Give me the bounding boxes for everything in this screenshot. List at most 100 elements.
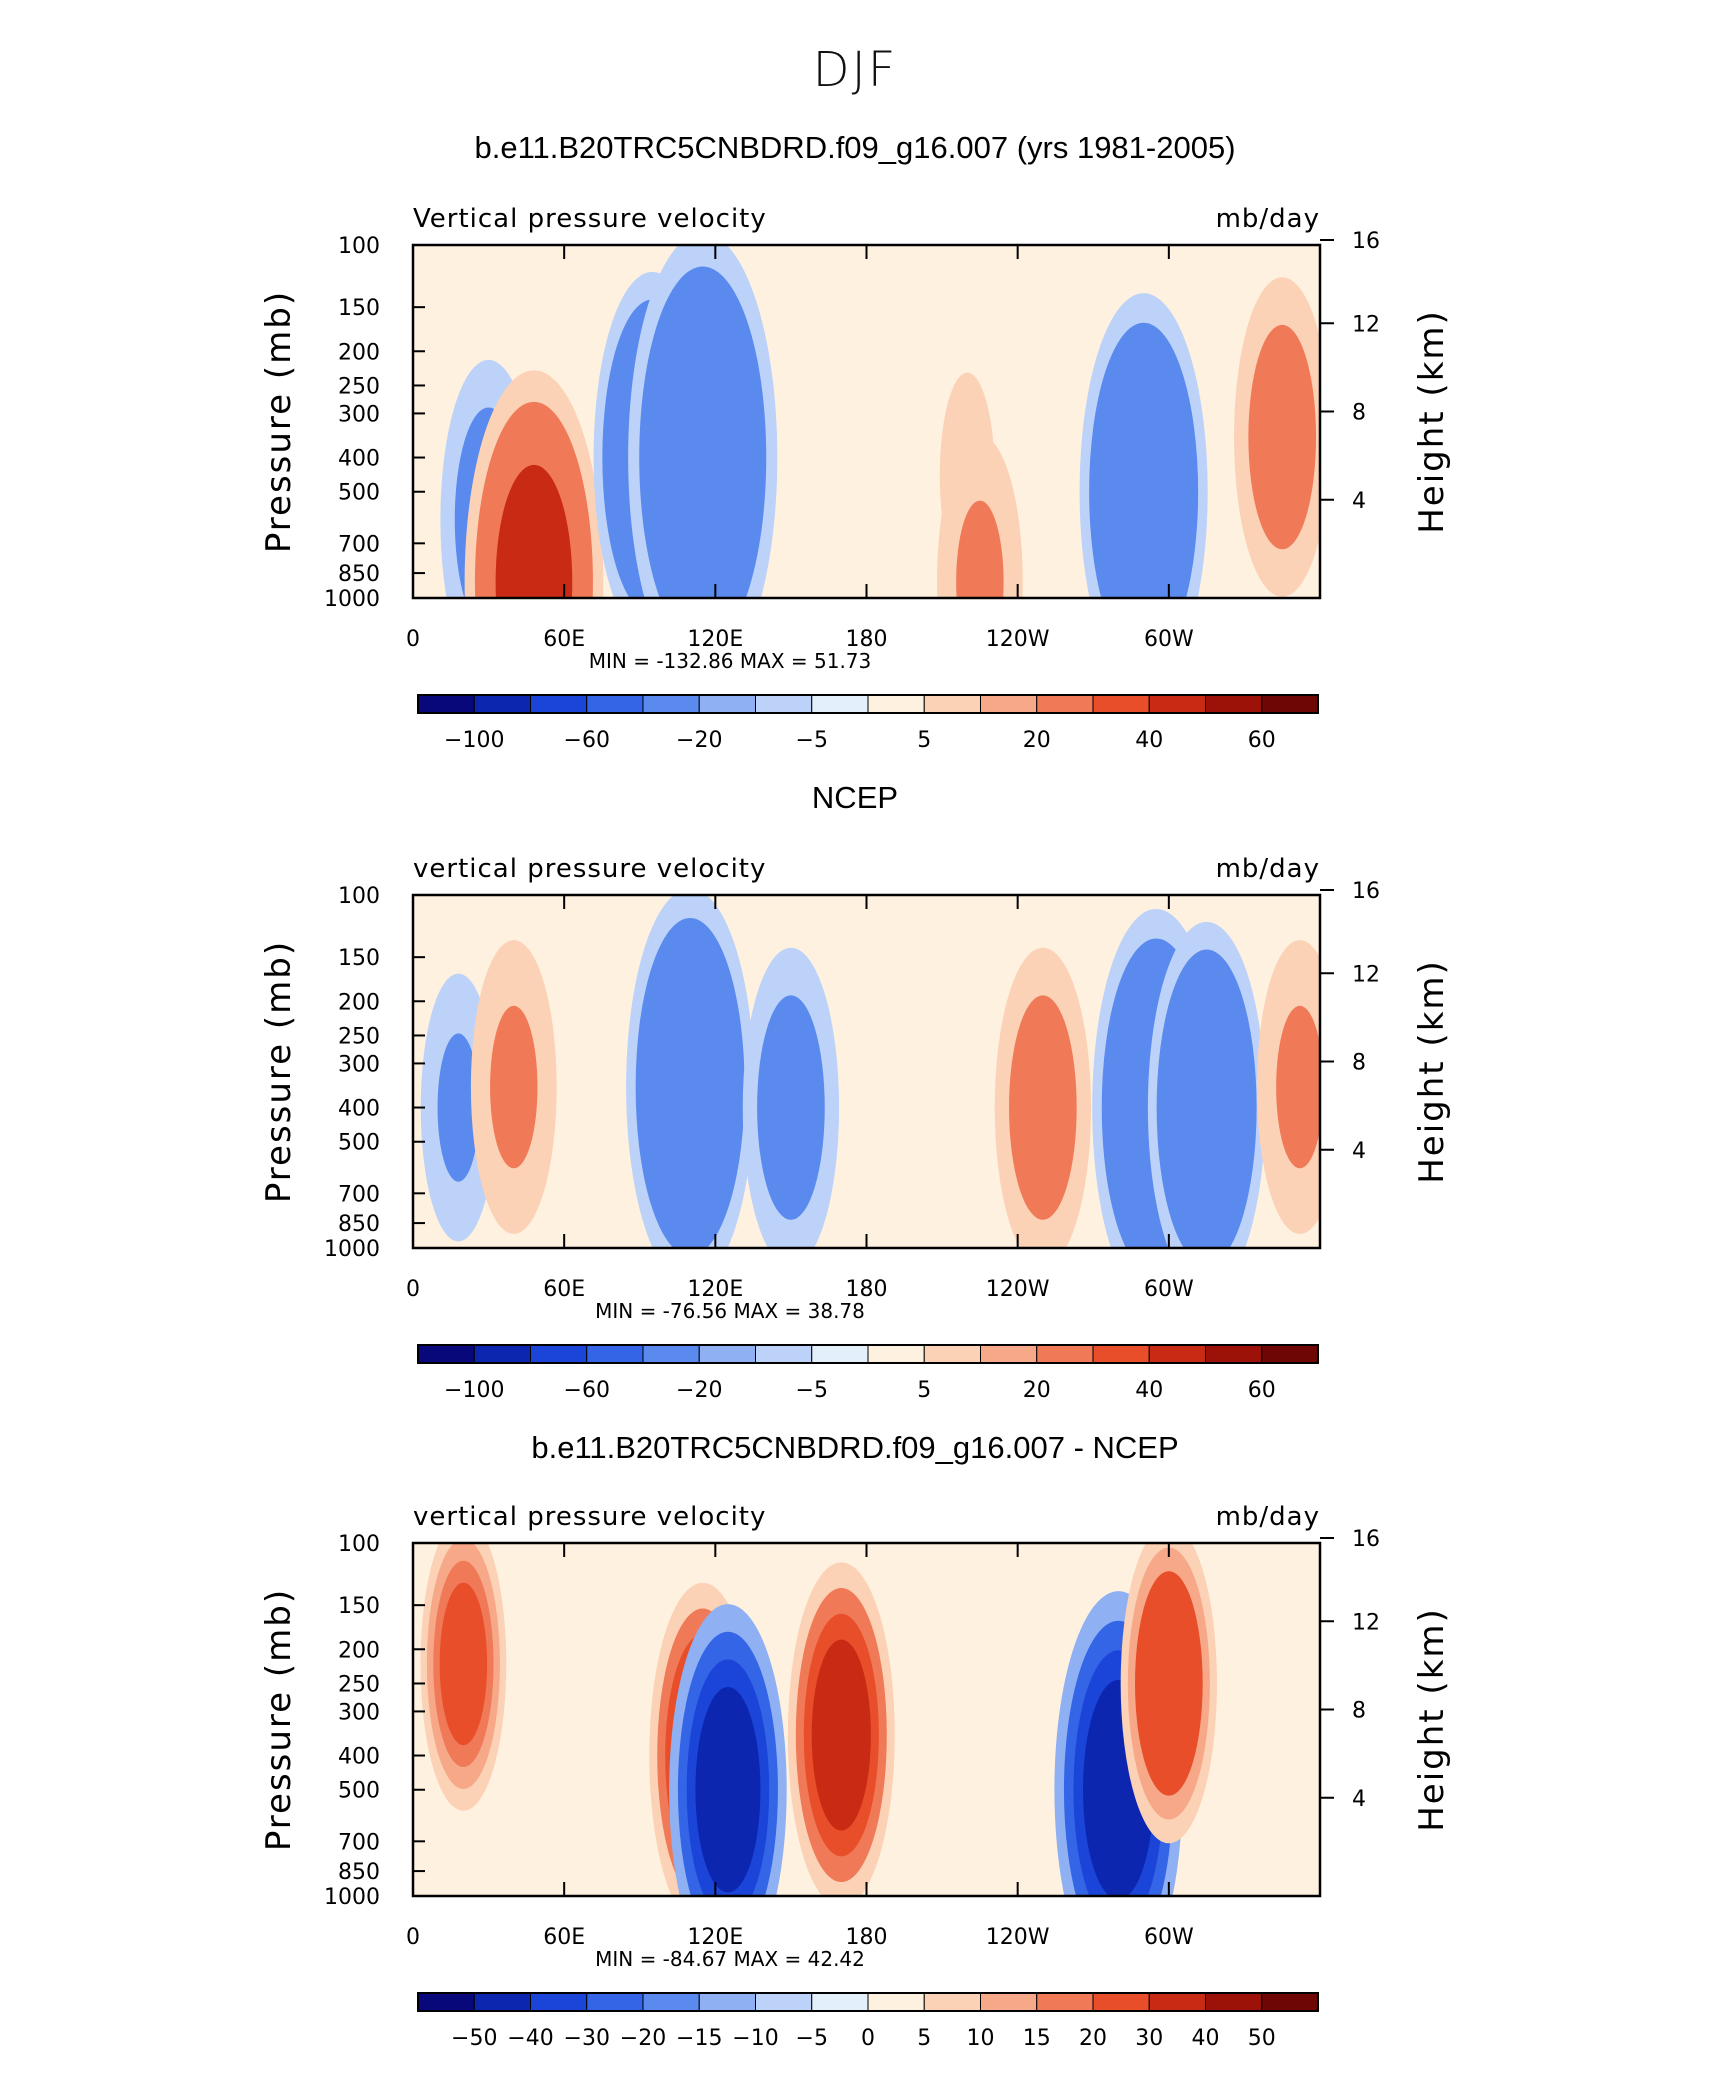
y-tick-label: 1000	[324, 1885, 380, 1910]
y2-tick-label: 8	[1352, 401, 1366, 426]
colorbar-label: −50	[451, 2026, 497, 2051]
y2-tick-label: 12	[1352, 312, 1380, 337]
y-tick-label: 300	[338, 1700, 380, 1725]
y-tick-label: 500	[338, 481, 380, 506]
colorbar-label: −100	[444, 1378, 504, 1403]
y-tick-label: 200	[338, 1638, 380, 1663]
colorbar-label: −10	[732, 2026, 778, 2051]
y-axis-title: Pressure (mb)	[259, 1588, 299, 1851]
y-tick-label: 100	[338, 234, 380, 259]
min-max-label: MIN = -84.67 MAX = 42.42	[595, 1947, 865, 1971]
y-tick-label: 1000	[324, 587, 380, 612]
colorbar-label: 20	[1079, 2026, 1107, 2051]
y2-tick-label: 4	[1352, 1787, 1366, 1812]
page-title: DJF	[812, 42, 898, 98]
x-tick-label: 60E	[543, 1925, 585, 1950]
field-feature-0-level-3	[437, 1033, 480, 1182]
colorbar-box	[417, 694, 475, 714]
units-label: mb/day	[1216, 1502, 1320, 1532]
colorbar-box	[980, 1992, 1038, 2012]
x-tick-label: 0	[406, 1277, 420, 1302]
colorbar-box	[530, 1992, 588, 2012]
y-tick-label: 400	[338, 1097, 380, 1122]
colorbar-label: −100	[444, 728, 504, 753]
x-tick-label: 0	[406, 627, 420, 652]
colorbar-label: −60	[564, 728, 610, 753]
y2-tick-label: 12	[1352, 1610, 1380, 1635]
colorbar-label: −5	[796, 728, 828, 753]
colorbar-box	[867, 1344, 925, 1364]
colorbar-label: −5	[796, 2026, 828, 2051]
y-tick-label: 700	[338, 1182, 380, 1207]
colorbar-box	[923, 1992, 981, 2012]
colorbar-frame	[417, 1344, 1319, 1364]
panel-title: b.e11.B20TRC5CNBDRD.f09_g16.007 (yrs 198…	[474, 130, 1236, 165]
panel-title: NCEP	[811, 780, 899, 815]
field-feature-1-level-3	[490, 1005, 538, 1169]
colorbar-box	[1205, 1344, 1263, 1364]
colorbar-box	[867, 1992, 925, 2012]
colorbar-label: 15	[1023, 2026, 1051, 2051]
colorbar-box	[586, 1344, 644, 1364]
y-tick-label: 500	[338, 1131, 380, 1156]
colorbar-box	[923, 1344, 981, 1364]
x-tick-label: 180	[846, 627, 888, 652]
contour-plot-difference: vertical pressure velocity mb/day 0 60E 120E…	[259, 1502, 1452, 2051]
y-tick-label: 150	[338, 296, 380, 321]
field-feature-5-level-3	[1142, 1595, 1196, 1772]
x-tick-label: 180	[846, 1277, 888, 1302]
colorbar-box	[473, 1992, 531, 2012]
colorbar-label: 5	[917, 728, 931, 753]
y2-tick-label: 8	[1352, 1051, 1366, 1076]
colorbar-box	[867, 694, 925, 714]
y-tick-label: 250	[338, 1024, 380, 1049]
colorbar-box	[811, 694, 869, 714]
contour-plot-model: Vertical pressure velocity mb/day 0 60E 120E…	[259, 204, 1452, 753]
y-tick-label: 250	[338, 374, 380, 399]
y-tick-label: 700	[338, 532, 380, 557]
colorbar-label: −60	[564, 1378, 610, 1403]
y-tick-label: 300	[338, 402, 380, 427]
colorbar-frame	[417, 694, 1319, 714]
colorbar-label: 20	[1023, 1378, 1051, 1403]
colorbar-box	[1261, 1992, 1319, 2012]
y2-tick-label: 16	[1352, 879, 1380, 904]
colorbar-box	[1036, 694, 1094, 714]
colorbar-box	[473, 694, 531, 714]
colorbar-box	[417, 1344, 475, 1364]
colorbar-box	[980, 694, 1038, 714]
field-feature-0-level-3	[439, 1582, 488, 1746]
colorbar-label: 5	[917, 2026, 931, 2051]
colorbar-box	[811, 1992, 869, 2012]
x-tick-label: 60W	[1144, 1277, 1194, 1302]
colorbar-label: −30	[564, 2026, 610, 2051]
colorbar-label: 60	[1248, 728, 1276, 753]
colorbar-label: 10	[967, 2026, 995, 2051]
colorbar-box	[530, 1344, 588, 1364]
field-feature-3-level-3	[811, 1639, 871, 1831]
y-tick-label: 100	[338, 884, 380, 909]
y2-axis-title: Height (km)	[1412, 959, 1452, 1184]
colorbar-label: 0	[861, 2026, 875, 2051]
y2-tick-label: 12	[1352, 962, 1380, 987]
y-tick-label: 500	[338, 1779, 380, 1804]
x-tick-label: 60W	[1144, 627, 1194, 652]
colorbar-label: −40	[507, 2026, 553, 2051]
colorbar-box	[530, 694, 588, 714]
colorbar-label: 20	[1023, 728, 1051, 753]
y-tick-label: 100	[338, 1532, 380, 1557]
y2-axis-title: Height (km)	[1412, 309, 1452, 534]
colorbar-label: 30	[1135, 2026, 1163, 2051]
colorbar-box	[698, 694, 756, 714]
x-tick-label: 120E	[687, 1925, 743, 1950]
y-tick-label: 150	[338, 946, 380, 971]
y2-tick-label: 16	[1352, 229, 1380, 254]
colorbar-box	[698, 1344, 756, 1364]
colorbar-box	[1261, 694, 1319, 714]
colorbar-frame	[417, 1992, 1319, 2012]
colorbar-box	[1148, 694, 1206, 714]
colorbar-box	[642, 1992, 700, 2012]
field-feature-4-level-3	[1016, 1019, 1070, 1196]
colorbar-box	[1148, 1992, 1206, 2012]
colorbar-box	[1261, 1344, 1319, 1364]
